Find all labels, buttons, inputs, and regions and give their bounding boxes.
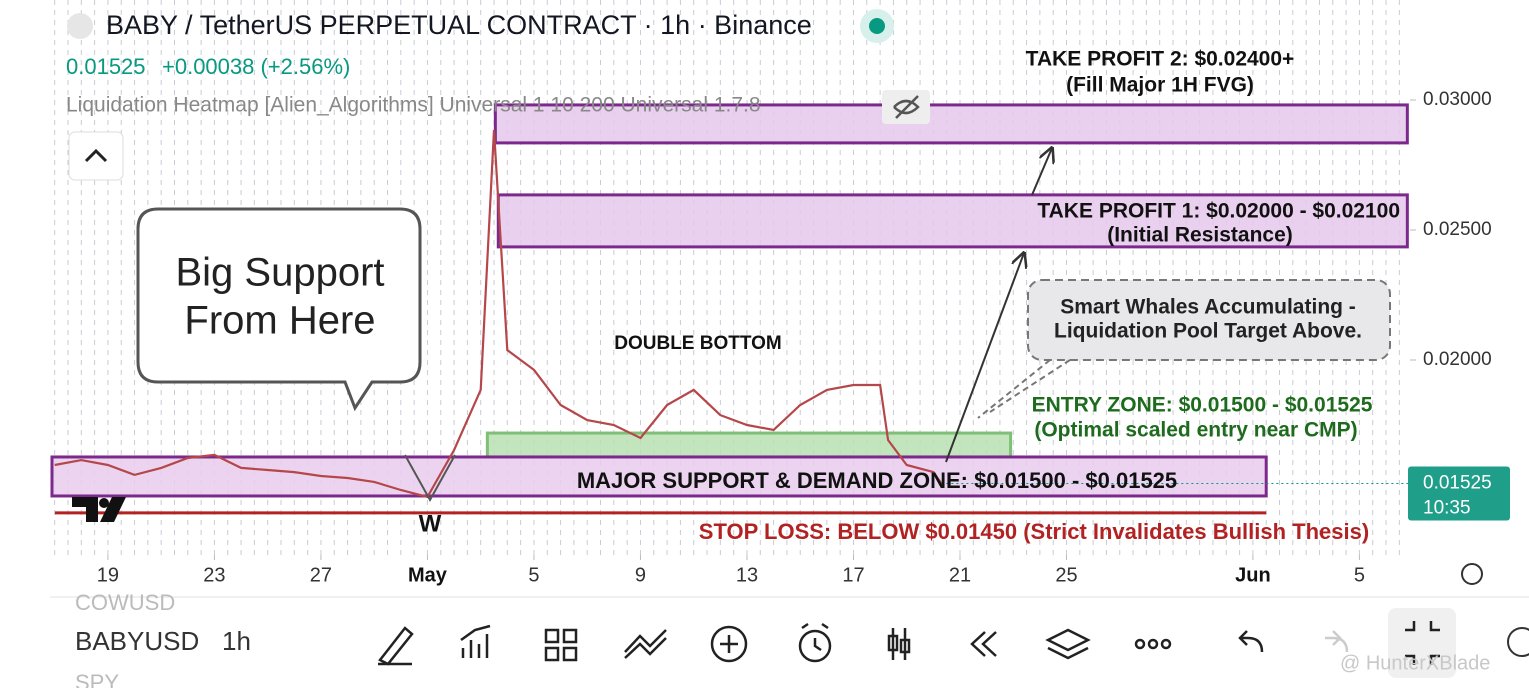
take-profit-1 [496,193,1409,249]
chevron-up [84,148,108,163]
plot: 0.01525 10:35 TAKE PROFIT 2: $0.02400+ (Fil… [54,48,1510,544]
symbol-next[interactable]: SPY [75,670,119,688]
w-pattern [404,454,456,503]
tv-logo-dot [99,498,109,508]
price-tag-value: 0.01525 [1423,473,1492,494]
x-tick-label: 17 [842,564,864,586]
eye-icon [893,95,920,119]
x-tick-label: 13 [736,564,758,586]
take-profit-2 [493,103,1409,145]
replay-icon[interactable] [970,631,997,657]
collapse-button[interactable] [68,131,124,181]
support-label: MAJOR SUPPORT & DEMAND ZONE: $0.01500 - … [577,468,1177,493]
symbol[interactable]: BABYUSD [75,626,199,656]
tv-logo [72,497,126,522]
tp2-note: (Fill Major 1H FVG) [1066,74,1254,97]
x-tick-label: 9 [635,564,646,586]
arrow [945,253,1024,463]
y-tick-label: 0.02500 [1423,219,1492,240]
candles-icon[interactable] [887,628,911,660]
x-tick-label: 25 [1055,564,1077,586]
fullscreen-icon [1405,621,1440,665]
symbol-prev[interactable]: COWUSD [75,590,175,615]
bubble-text: From Here [184,299,375,343]
toolbar-icons [378,622,1264,666]
exchange-icon [67,13,93,39]
y-tick-label: 0.03000 [1423,89,1492,110]
interval[interactable]: 1h [222,626,251,656]
more-dot[interactable] [1134,638,1146,650]
add-plus [720,635,738,653]
pattern-label: DOUBLE BOTTOM [614,333,781,354]
status-dot [869,18,885,34]
indicators-icon[interactable] [460,624,491,658]
layers-icon[interactable] [1045,628,1091,660]
undo-icon[interactable] [1238,630,1264,653]
w-label: W [419,510,442,537]
watermark: @ HunterXBlade [1340,652,1490,674]
zones [50,103,1409,515]
price-tag [1408,466,1510,521]
tp2-label: TAKE PROFIT 2: $0.02400+ [1026,48,1295,71]
settings-icon[interactable] [1461,563,1483,585]
callout-text: Liquidation Pool Target Above. [1054,320,1362,343]
tp1-label: TAKE PROFIT 1: $0.02000 - $0.02100 [1037,200,1400,223]
bubble-text: Big Support [175,251,384,295]
speech-bubble [136,207,422,412]
y-tick-label: 0.02000 [1423,349,1492,370]
alert-icon[interactable] [798,629,832,663]
more-dot [1160,638,1172,650]
fullscreen-button[interactable] [1388,608,1456,678]
tp1-note: (Initial Resistance) [1107,224,1293,247]
x-tick-label: Jun [1235,564,1271,586]
title: BABY / TetherUS PERPETUAL CONTRACT · 1h … [106,10,812,40]
more-dot [1147,638,1159,650]
indicator-label: Liquidation Heatmap [Alien_Algorithms] U… [66,94,761,117]
x-tick-label: 27 [310,564,332,586]
alert-hands [801,622,829,652]
price-line [54,129,943,499]
draw-icon[interactable] [378,626,414,666]
x-tick-label: 23 [203,564,225,586]
x-tick-label: 19 [97,564,119,586]
callout-text: Smart Whales Accumulating - [1060,296,1356,319]
callout-pointer [977,359,1051,419]
x-tick-label: 5 [528,564,539,586]
compare-icon[interactable] [624,629,667,659]
redo-icon[interactable] [1325,630,1349,653]
stop-loss-label: STOP LOSS: BELOW $0.01450 (Strict Invali… [699,519,1369,544]
entry-note: (Optimal scaled entry near CMP) [1034,419,1357,442]
layout-icon[interactable] [544,628,578,662]
x-tick-label: 5 [1354,564,1365,586]
entry-zone [485,431,1013,459]
x-tick-label: 21 [949,564,971,586]
callout-box [1027,279,1391,361]
entry-label: ENTRY ZONE: $0.01500 - $0.01525 [1032,394,1373,417]
last-price: 0.01525 [66,54,146,79]
axes: 19 23 27 May 5 9 13 17 21 25 Jun 5 0.02000 0.02500 0.0… [97,89,1492,586]
callout-pointer [989,359,1071,413]
major-support [50,455,1268,498]
x-tick-label: May [408,564,448,586]
add-icon[interactable] [710,625,748,663]
arrow [1031,148,1052,196]
price-change: +0.00038 (+2.56%) [162,54,350,79]
price-tag-time: 10:35 [1423,498,1471,519]
side-add[interactable] [1507,627,1529,657]
